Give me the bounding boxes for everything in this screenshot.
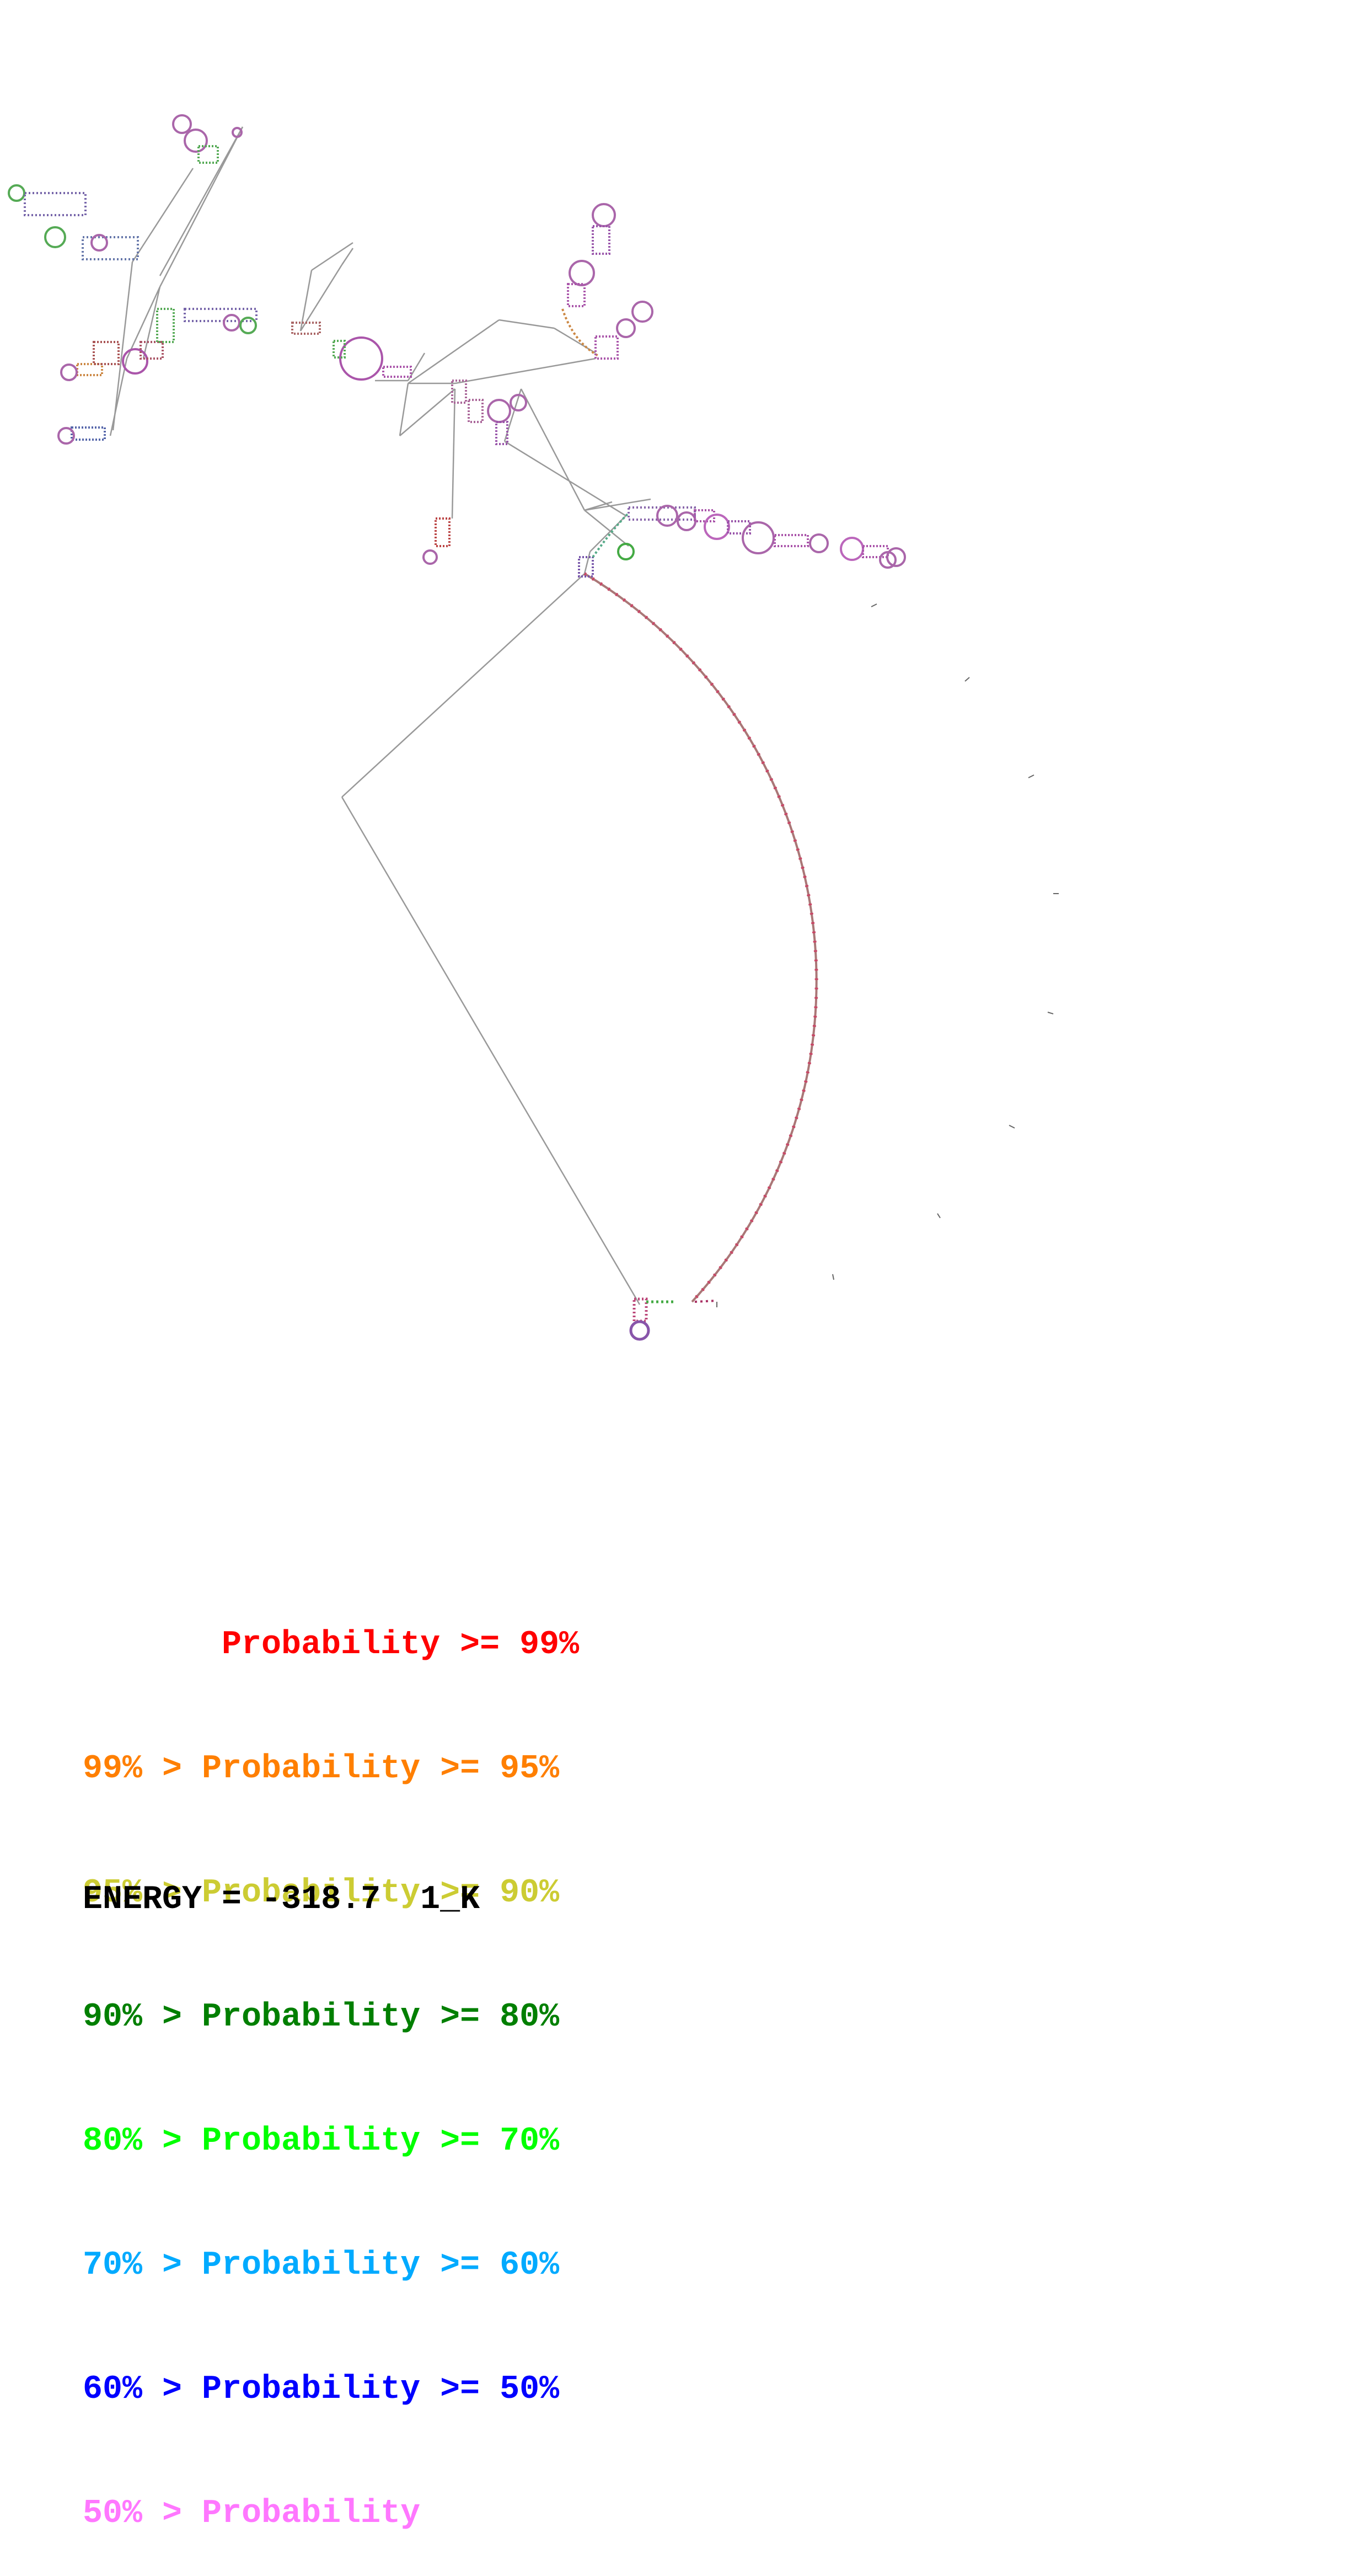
helix-domain-center bbox=[184, 308, 527, 565]
helix-domain-right bbox=[578, 505, 906, 578]
legend-row-60: 70% > Probability >= 60% bbox=[83, 2247, 560, 2284]
legend-row-80: 90% > Probability >= 80% bbox=[83, 1998, 560, 2036]
legend-row-low: 50% > Probability bbox=[83, 2495, 421, 2532]
legend-row-50: 60% > Probability >= 50% bbox=[83, 2371, 560, 2408]
energy-label: ENERGY = -318.7 1_K bbox=[83, 1881, 480, 1918]
helix-domain-upper-right bbox=[561, 203, 653, 360]
helix-domain-upper-left bbox=[8, 114, 243, 445]
legend-row-70: 80% > Probability >= 70% bbox=[83, 2123, 560, 2160]
legend-row-95: 99% > Probability >= 95% bbox=[83, 1750, 560, 1788]
single-strand-arc bbox=[583, 572, 1059, 1307]
probability-legend: Probability >= 99% 99% > Probability >= … bbox=[83, 1542, 579, 2576]
stem-loop-bottom bbox=[629, 1297, 717, 1341]
legend-row-99: Probability >= 99% bbox=[83, 1626, 580, 1664]
backbone-lines bbox=[109, 126, 651, 1305]
rna-secondary-structure-diagram bbox=[8, 114, 1059, 1341]
legend-row-90: 95% > Probability >= 90% bbox=[83, 1874, 560, 1912]
